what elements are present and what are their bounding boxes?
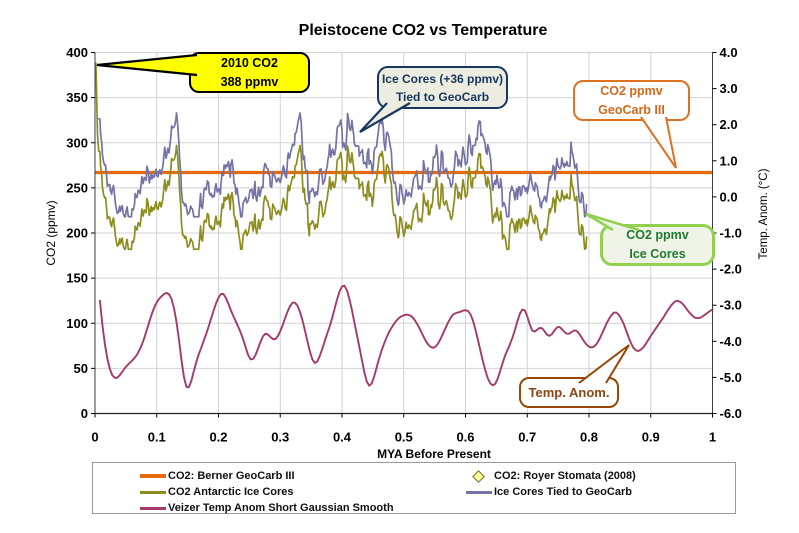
y-right-tick-label: -3.0: [720, 298, 742, 313]
x-tick-label: 0.6: [456, 430, 474, 445]
callout-ice-cores-tied-line1: Ice Cores (+36 ppmv): [381, 71, 504, 86]
callout-pointer-co2-2010-fill: [97, 55, 197, 75]
callout-geocarb-line2: GeoCarb III: [598, 102, 665, 117]
legend-item-label: Ice Cores Tied to GeoCarb: [494, 486, 632, 498]
x-tick-label: 0.2: [209, 430, 227, 445]
y-left-tick-label: 100: [66, 316, 88, 331]
legend-item: Ice Cores Tied to GeoCarb: [466, 484, 636, 500]
legend-line-swatch: [466, 490, 492, 494]
callout-pointer-temp-anom: [578, 344, 630, 384]
callout-2010-co2-line1: 2010 CO2: [221, 55, 278, 70]
series-CO2 Antarctic Ice Cores: [95, 62, 588, 251]
y-left-tick-label: 250: [66, 180, 88, 195]
callout-pointer-geocarb: [640, 116, 677, 169]
y-left-tick-label: 350: [66, 90, 88, 105]
chart-title: Pleistocene CO2 vs Temperature: [298, 22, 548, 39]
callout-pointer-co2-2010: [96, 53, 198, 77]
callout-geocarb: CO2 ppmv GeoCarb III: [573, 80, 690, 121]
legend-item: CO2: Berner GeoCarb III: [140, 468, 394, 484]
series-Veizer Temp Anom Short Gaussian Smooth: [98, 284, 714, 389]
y-right-tick-label: -5.0: [720, 370, 742, 385]
callout-ice-cores-line2: Ice Cores: [629, 247, 686, 261]
y-left-tick-label: 0: [81, 406, 88, 421]
callout-pointer-ice-cores-outline: [585, 212, 640, 232]
callout-geocarb-line1: CO2 ppmv: [600, 83, 663, 98]
x-tick-label: 0.5: [395, 430, 413, 445]
y-right-tick-label: 1.0: [720, 153, 738, 168]
axis-labels: 0 50 100 150 200 250 300 350 400 -6.0 -5.0 -4.0 -3.0…: [66, 45, 742, 445]
x-tick-label: 0.3: [271, 430, 289, 445]
y-right-tick-label: 2.0: [720, 117, 738, 132]
series-Ice Cores Tied to GeoCarb: [97, 112, 588, 218]
callout-pointer-ice-cores: [585, 212, 640, 232]
callout-pointer-co2-2010-outline: [96, 53, 198, 77]
legend-item: Veizer Temp Anom Short Gaussian Smooth: [140, 500, 394, 516]
legend-item-label: CO2: Royer Stomata (2008): [494, 470, 636, 482]
legend-item-label: Veizer Temp Anom Short Gaussian Smooth: [168, 502, 394, 514]
callout-ice-cores-tied-line2: Tied to GeoCarb: [395, 89, 490, 104]
legend: CO2: Berner GeoCarb III CO2 Antarctic Ice…: [92, 462, 736, 514]
x-tick-label: 0.8: [580, 430, 598, 445]
callout-ice-cores-tied: Ice Cores (+36 ppmv) Tied to GeoCarb: [377, 66, 508, 109]
callout-pointer-ice-tied-outline: [359, 102, 411, 133]
y-left-tick-label: 50: [74, 361, 88, 376]
x-tick-label: 0.9: [642, 430, 660, 445]
callout-2010-co2-line2: 388 ppmv: [220, 74, 279, 89]
legend-line-swatch: [140, 474, 166, 478]
callout-temp-anom: Temp. Anom.: [519, 377, 619, 408]
callout-ice-cores: CO2 ppmv Ice Cores: [600, 224, 715, 266]
callout-ice-cores-line1: CO2 ppmv: [626, 228, 689, 243]
x-tick-label: 0.1: [148, 430, 166, 445]
legend-item-label: CO2 Antarctic Ice Cores: [168, 486, 294, 498]
x-tick-label: 1: [709, 430, 716, 445]
legend-item-label: CO2: Berner GeoCarb III: [168, 470, 295, 482]
y-right-tick-label: -2.0: [720, 262, 742, 277]
x-tick-label: 0: [91, 430, 98, 445]
x-tick-label: 0.7: [518, 430, 536, 445]
x-tick-label: 0.4: [333, 430, 352, 445]
legend-item: CO2 Antarctic Ice Cores: [140, 484, 394, 500]
callout-temp-anom-line1: Temp. Anom.: [528, 384, 610, 400]
legend-column-left: CO2: Berner GeoCarb III CO2 Antarctic Ice…: [140, 468, 394, 516]
legend-line-swatch: [140, 490, 166, 494]
y-right-tick-label: -1.0: [720, 226, 742, 241]
x-axis-title: MYA Before Present: [377, 447, 491, 461]
y-left-tick-label: 400: [66, 45, 88, 60]
callout-pointer-ice-tied: [359, 102, 411, 133]
y-right-tick-label: 4.0: [720, 45, 738, 60]
y-right-tick-label: -4.0: [720, 334, 742, 349]
y-left-tick-label: 200: [66, 226, 88, 241]
y-right-tick-label: 3.0: [720, 81, 738, 96]
legend-line-swatch: [140, 506, 166, 510]
y-left-tick-label: 150: [66, 271, 88, 286]
callout-2010-co2: 2010 CO2 388 ppmv: [189, 52, 310, 93]
callout-pointer-temp-anom-outline: [578, 344, 630, 384]
y-right-tick-label: 0.0: [720, 189, 738, 204]
callout-pointer-geocarb-outline: [640, 116, 677, 169]
legend-column-right: CO2: Royer Stomata (2008) Ice Cores Tied …: [466, 468, 636, 500]
legend-item: CO2: Royer Stomata (2008): [466, 468, 636, 484]
y-left-tick-label: 300: [66, 135, 88, 150]
y-right-tick-label: -6.0: [720, 406, 742, 421]
legend-diamond-swatch: [472, 469, 485, 483]
